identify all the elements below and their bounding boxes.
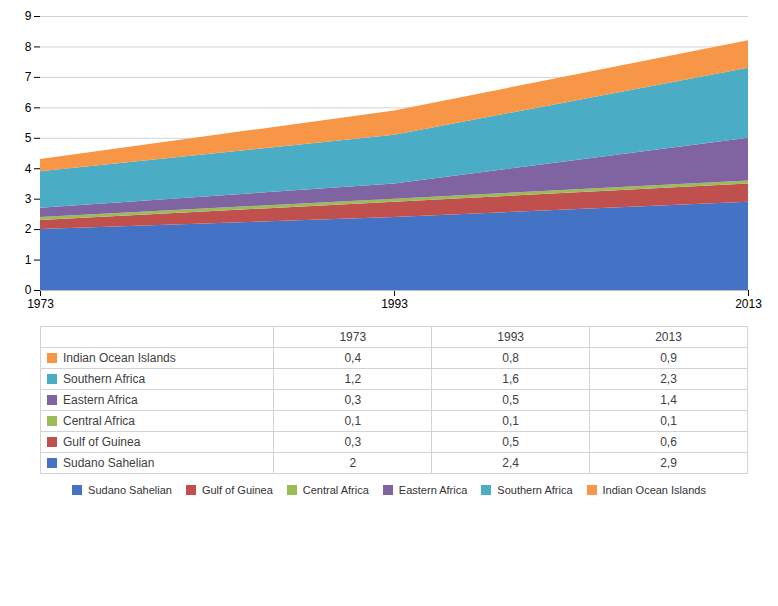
html-text:Sudano Sahelian: Sudano Sahelian xyxy=(88,484,172,496)
svg-text:8: 8 xyxy=(25,40,32,54)
svg-text:0: 0 xyxy=(25,283,32,297)
html-text:0,5: 0,5 xyxy=(502,393,519,407)
html-text:Gulf of Guinea: Gulf of Guinea xyxy=(63,435,141,449)
html-text:Central Africa: Central Africa xyxy=(63,414,135,428)
html-text:Southern Africa: Southern Africa xyxy=(497,484,573,496)
html-text:Indian Ocean Islands: Indian Ocean Islands xyxy=(602,484,706,496)
html-text:0,4: 0,4 xyxy=(344,351,362,365)
html-text:Southern Africa: Southern Africa xyxy=(63,372,146,386)
html-text:Gulf of Guinea: Gulf of Guinea xyxy=(201,484,273,496)
html-text:1,4: 1,4 xyxy=(660,393,677,407)
html-text:0,3: 0,3 xyxy=(344,435,362,449)
svg-text:2013: 2013 xyxy=(735,297,762,311)
html-text:0,8: 0,8 xyxy=(502,351,519,365)
html-text:1,2: 1,2 xyxy=(344,372,362,386)
html-text:0,3: 0,3 xyxy=(344,393,362,407)
html-text:2013: 2013 xyxy=(655,330,682,344)
html-text:Eastern Africa: Eastern Africa xyxy=(398,484,468,496)
html-text:1973: 1973 xyxy=(339,330,367,344)
svg-text:2: 2 xyxy=(25,222,32,236)
html-text:0,1: 0,1 xyxy=(502,414,519,428)
svg-text:1: 1 xyxy=(25,253,32,267)
svg-text:7: 7 xyxy=(25,70,32,84)
svg-text:1973: 1973 xyxy=(27,297,54,311)
html-text:0,9: 0,9 xyxy=(660,351,677,365)
svg-text:1993: 1993 xyxy=(381,297,408,311)
html-text:2,9: 2,9 xyxy=(660,456,677,470)
svg-text:9: 9 xyxy=(25,9,32,23)
html-text:Indian Ocean Islands: Indian Ocean Islands xyxy=(63,351,176,365)
html-text:1,6: 1,6 xyxy=(502,372,519,386)
html-text:2: 2 xyxy=(349,456,357,470)
html-text:Sudano Sahelian: Sudano Sahelian xyxy=(63,456,155,470)
html-text:Eastern Africa: Eastern Africa xyxy=(63,393,138,407)
svg-text:3: 3 xyxy=(25,192,32,206)
svg-text:6: 6 xyxy=(25,101,32,115)
html-text:0,1: 0,1 xyxy=(344,414,362,428)
html-text:0,6: 0,6 xyxy=(660,435,677,449)
html-text:2,3: 2,3 xyxy=(660,372,677,386)
html-text:0,5: 0,5 xyxy=(502,435,519,449)
html-text:Central Africa: Central Africa xyxy=(302,484,369,496)
html-text:2,4: 2,4 xyxy=(502,456,519,470)
svg-text:5: 5 xyxy=(25,131,32,145)
html-text:1993: 1993 xyxy=(497,330,524,344)
svg-text:4: 4 xyxy=(25,162,32,176)
html-text:0,1: 0,1 xyxy=(660,414,677,428)
